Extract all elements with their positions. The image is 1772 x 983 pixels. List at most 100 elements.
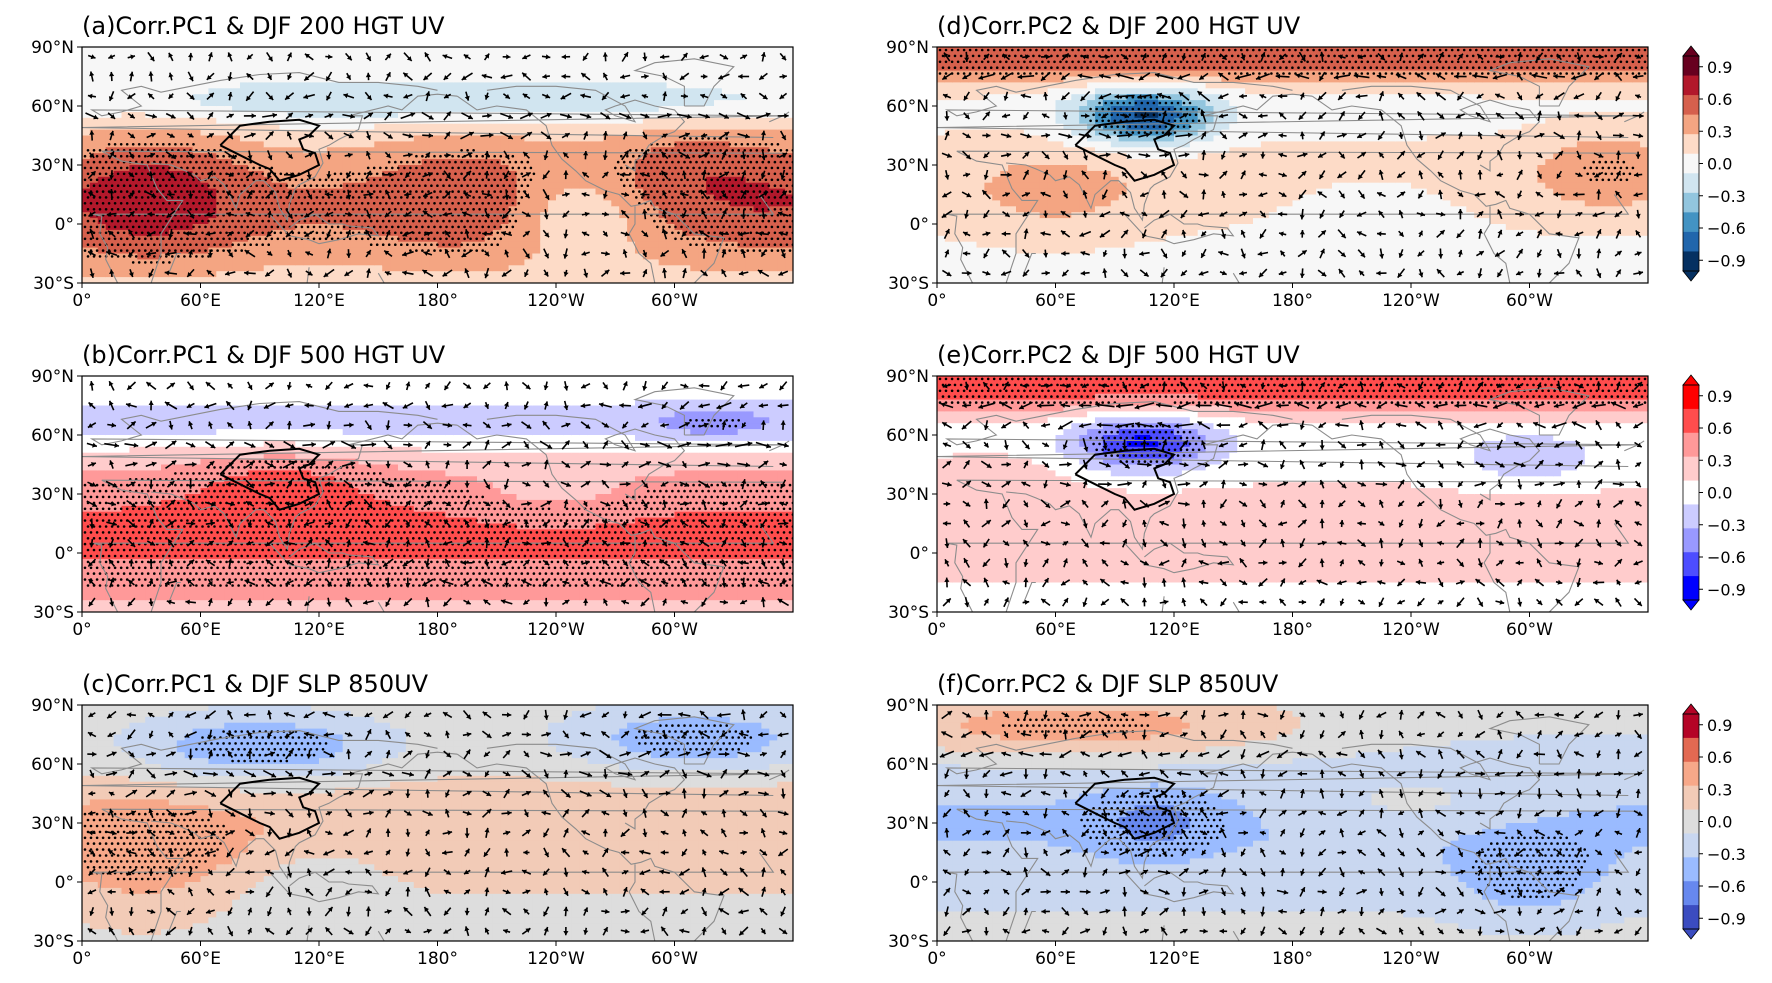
colorbar-tick-label: 0.3 <box>1707 780 1732 799</box>
map-e: 90°N60°N30°N0°30°S0° 60°E 120°E 180° 120°W 60… <box>886 367 1649 640</box>
lon-tick-label: 180° <box>1272 620 1313 640</box>
lat-tick-label: 0° <box>55 544 74 564</box>
coastlines-e <box>937 387 1645 612</box>
field-e <box>937 376 1648 612</box>
lon-tick-label: 60°E <box>180 620 221 640</box>
lon-tick-label: 0° <box>72 949 91 969</box>
stipple-b <box>83 419 793 587</box>
map-b: 90°N60°N30°N0°30°S0° 60°E 120°E 180° 120°W 60… <box>31 367 794 640</box>
region-outline-f <box>1074 776 1176 840</box>
coastlines-d <box>937 58 1645 283</box>
coastlines-c <box>82 716 790 941</box>
lat-tick-label: 30°N <box>886 156 929 176</box>
lon-tick-label: 60°W <box>1506 291 1553 311</box>
panel-title-d: (d)Corr.PC2 & DJF 200 HGT UV <box>937 12 1301 40</box>
colorbar-extend-bottom <box>1682 270 1700 282</box>
colorbar-extend-top <box>1682 703 1700 715</box>
lat-tick-label: 90°N <box>31 38 74 58</box>
lat-tick-label: 90°N <box>886 38 929 58</box>
lon-tick-label: 120°W <box>1382 620 1440 640</box>
colorbar-tick-label: −0.9 <box>1707 580 1746 599</box>
lat-tick-label: 60°N <box>31 97 74 117</box>
colorbar-extend-bottom <box>1682 928 1700 940</box>
lon-tick-label: 60°W <box>651 949 698 969</box>
lat-tick-label: 60°N <box>31 426 74 446</box>
lat-tick-label: 0° <box>910 544 929 564</box>
lat-tick-label: 30°S <box>888 932 929 952</box>
colorbar-tick-label: 0.3 <box>1707 451 1732 470</box>
colorbar-tick-label: 0.6 <box>1707 748 1732 767</box>
wind-vectors-d <box>941 51 1644 279</box>
lat-tick-label: 60°N <box>886 97 929 117</box>
colorbar-rdbu: 0.9 0.6 0.3 0.0 −0.3 −0.6 −0.9 <box>1682 45 1746 282</box>
lat-tick-label: 30°S <box>888 603 929 623</box>
lon-tick-label: 0° <box>72 291 91 311</box>
lon-tick-label: 180° <box>1272 291 1313 311</box>
colorbar-tick-label: 0.0 <box>1707 484 1732 503</box>
lon-tick-label: 120°W <box>1382 949 1440 969</box>
lon-tick-label: 120°W <box>527 291 585 311</box>
lat-tick-label: 0° <box>55 215 74 235</box>
lon-tick-label: 60°E <box>180 949 221 969</box>
colorbar-coolwarm: 0.9 0.6 0.3 0.0 −0.3 −0.6 −0.9 <box>1682 703 1746 940</box>
lon-tick-label: 60°W <box>1506 949 1553 969</box>
lon-tick-label: 60°E <box>1035 949 1076 969</box>
map-d: 90°N60°N30°N0°30°S0° 60°E 120°E 180° 120°W 60… <box>886 38 1649 311</box>
map-f: 90°N60°N30°N0°30°S0° 60°E 120°E 180° 120°W 60… <box>886 696 1649 969</box>
lat-tick-label: 90°N <box>31 367 74 387</box>
lat-tick-label: 0° <box>910 873 929 893</box>
colorbar-tick-label: −0.3 <box>1707 516 1746 535</box>
lat-tick-label: 90°N <box>886 696 929 716</box>
lon-tick-label: 120°E <box>293 949 345 969</box>
colorbar-tick-label: −0.3 <box>1707 845 1746 864</box>
lat-tick-label: 60°N <box>31 755 74 775</box>
lat-tick-label: 30°S <box>33 274 74 294</box>
lon-tick-label: 120°E <box>1148 620 1200 640</box>
panel-e: (e)Corr.PC2 & DJF 500 HGT UV 90°N 60°N 30°… <box>886 341 1649 640</box>
lat-tick-label: 30°S <box>33 603 74 623</box>
lat-tick-label: 30°N <box>886 485 929 505</box>
field-d <box>937 47 1648 283</box>
lat-tick-label: 30°S <box>888 274 929 294</box>
panel-title-f: (f)Corr.PC2 & DJF SLP 850UV <box>937 670 1279 698</box>
colorbar-bwr: 0.9 0.6 0.3 0.0 −0.3 −0.6 −0.9 <box>1682 374 1746 611</box>
colorbar-extend-bottom <box>1682 599 1700 611</box>
lon-tick-label: 60°W <box>651 620 698 640</box>
panel-title-a: (a)Corr.PC1 & DJF 200 HGT UV <box>82 12 445 40</box>
colorbar-tick-label: 0.9 <box>1707 58 1732 77</box>
panel-title-b: (b)Corr.PC1 & DJF 500 HGT UV <box>82 341 446 369</box>
lat-tick-label: 30°N <box>31 485 74 505</box>
field-a <box>82 47 793 283</box>
wind-vectors-e <box>940 380 1644 608</box>
lon-tick-label: 60°E <box>180 291 221 311</box>
colorbar-tick-label: 0.6 <box>1707 419 1732 438</box>
panel-title-c: (c)Corr.PC1 & DJF SLP 850UV <box>82 670 429 698</box>
lon-tick-label: 120°E <box>1148 291 1200 311</box>
panel-title-e: (e)Corr.PC2 & DJF 500 HGT UV <box>937 341 1300 369</box>
lon-tick-label: 0° <box>72 620 91 640</box>
panel-b: (b)Corr.PC1 & DJF 500 HGT UV 90°N 60°N 30°… <box>31 341 794 640</box>
colorbar-tick-label: 0.6 <box>1707 90 1732 109</box>
lon-tick-label: 180° <box>417 291 458 311</box>
lon-tick-label: 120°W <box>527 949 585 969</box>
lat-tick-label: 90°N <box>31 696 74 716</box>
colorbar-tick-label: −0.6 <box>1707 877 1746 896</box>
lat-tick-label: 0° <box>55 873 74 893</box>
lat-tick-label: 30°N <box>886 814 929 834</box>
wind-vectors-f <box>939 709 1643 937</box>
lon-tick-label: 0° <box>927 949 946 969</box>
stipple-a <box>83 137 793 264</box>
map-c: 90°N60°N30°N0°30°S0° 60°E 120°E 180° 120°W 60… <box>31 696 794 969</box>
panel-a: (a)Corr.PC1 & DJF 200 HGT UV 90°N 60°N 30°… <box>31 12 794 311</box>
colorbar-tick-label: 0.0 <box>1707 813 1732 832</box>
lon-tick-label: 180° <box>417 620 458 640</box>
lon-tick-label: 120°W <box>1382 291 1440 311</box>
lon-tick-label: 120°E <box>293 620 345 640</box>
panel-c: (c)Corr.PC1 & DJF SLP 850UV 90°N 60°N 30°N… <box>31 670 794 969</box>
lat-tick-label: 60°N <box>886 755 929 775</box>
lat-tick-label: 30°N <box>31 814 74 834</box>
region-outline-e <box>1074 447 1176 511</box>
wind-vectors-b <box>86 380 790 608</box>
field-f <box>937 705 1648 941</box>
lon-tick-label: 60°E <box>1035 291 1076 311</box>
